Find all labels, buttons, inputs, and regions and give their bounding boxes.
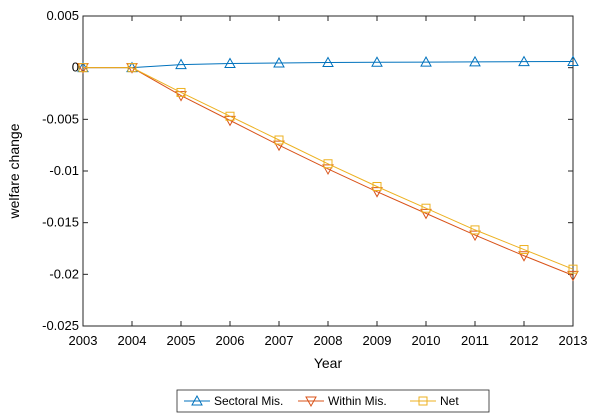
data-point (567, 55, 579, 66)
legend-marker (305, 396, 317, 408)
data-point (273, 56, 285, 68)
legend-item: Net (410, 394, 459, 408)
data-point (420, 56, 432, 67)
data-point (421, 203, 431, 213)
data-point (567, 270, 579, 282)
y-tick-label: -0.01 (49, 163, 79, 178)
data-point (225, 111, 235, 121)
data-point (175, 58, 187, 70)
data-point (469, 230, 481, 242)
y-axis-ticks: 0.005 0 -0.005 -0.01 -0.015 -0.02 -0.025 (42, 8, 573, 333)
x-tick-label: 2010 (412, 333, 441, 348)
y-tick-label: -0.025 (42, 318, 79, 333)
x-tick-label: 2008 (314, 333, 343, 348)
x-tick-label: 2006 (216, 333, 245, 348)
legend-label: Within Mis. (328, 394, 387, 408)
x-tick-label: 2007 (265, 333, 294, 348)
x-tick-label: 2011 (461, 333, 489, 348)
data-point (322, 164, 334, 175)
data-point (469, 55, 481, 67)
legend-marker (191, 394, 203, 406)
x-tick-label: 2013 (559, 333, 588, 348)
legend-label: Sectoral Mis. (214, 394, 283, 408)
data-point (371, 56, 383, 67)
x-tick-label: 2009 (363, 333, 392, 348)
data-point (322, 56, 334, 67)
x-tick-label: 2005 (167, 333, 196, 348)
y-tick-label: -0.02 (49, 266, 79, 281)
x-tick-label: 2003 (69, 333, 98, 348)
legend-item: Sectoral Mis. (184, 394, 283, 408)
y-tick-label: 0.005 (46, 8, 79, 23)
data-point (470, 225, 480, 235)
x-axis-label: Year (314, 355, 343, 371)
legend-item: Within Mis. (298, 394, 387, 408)
data-point (323, 159, 333, 169)
data-point (127, 63, 137, 73)
data-point (568, 264, 578, 274)
y-tick-label: -0.005 (42, 111, 79, 126)
x-tick-label: 2012 (510, 333, 539, 348)
y-tick-label: -0.015 (42, 215, 79, 230)
data-point (176, 87, 186, 97)
data-point (420, 208, 432, 220)
data-point (274, 135, 284, 145)
legend-marker (418, 396, 428, 406)
series-layer (77, 55, 579, 282)
series-line (83, 67, 574, 270)
data-point (371, 187, 383, 198)
y-tick-label: 0 (72, 60, 79, 75)
series-line (83, 60, 574, 69)
data-point (519, 245, 529, 255)
plot-area (82, 15, 574, 327)
series-2 (77, 63, 579, 282)
data-point (372, 182, 382, 191)
legend-label: Net (440, 394, 459, 408)
data-point (518, 251, 530, 262)
x-tick-label: 2004 (118, 333, 147, 348)
legend: Sectoral Mis. Within Mis. Net (176, 389, 490, 413)
legend-box (176, 389, 490, 413)
series-3 (78, 63, 578, 274)
series-line (83, 67, 574, 276)
legend-items: Sectoral Mis. Within Mis. Net (184, 394, 459, 408)
data-point (273, 140, 285, 152)
data-point (518, 55, 530, 67)
data-point (78, 63, 88, 73)
x-axis-ticks: 2003 2004 2005 2006 2007 2008 2009 2010 2011 2012… (69, 16, 588, 348)
y-axis-label: welfare change (6, 123, 22, 219)
data-point (224, 57, 236, 69)
